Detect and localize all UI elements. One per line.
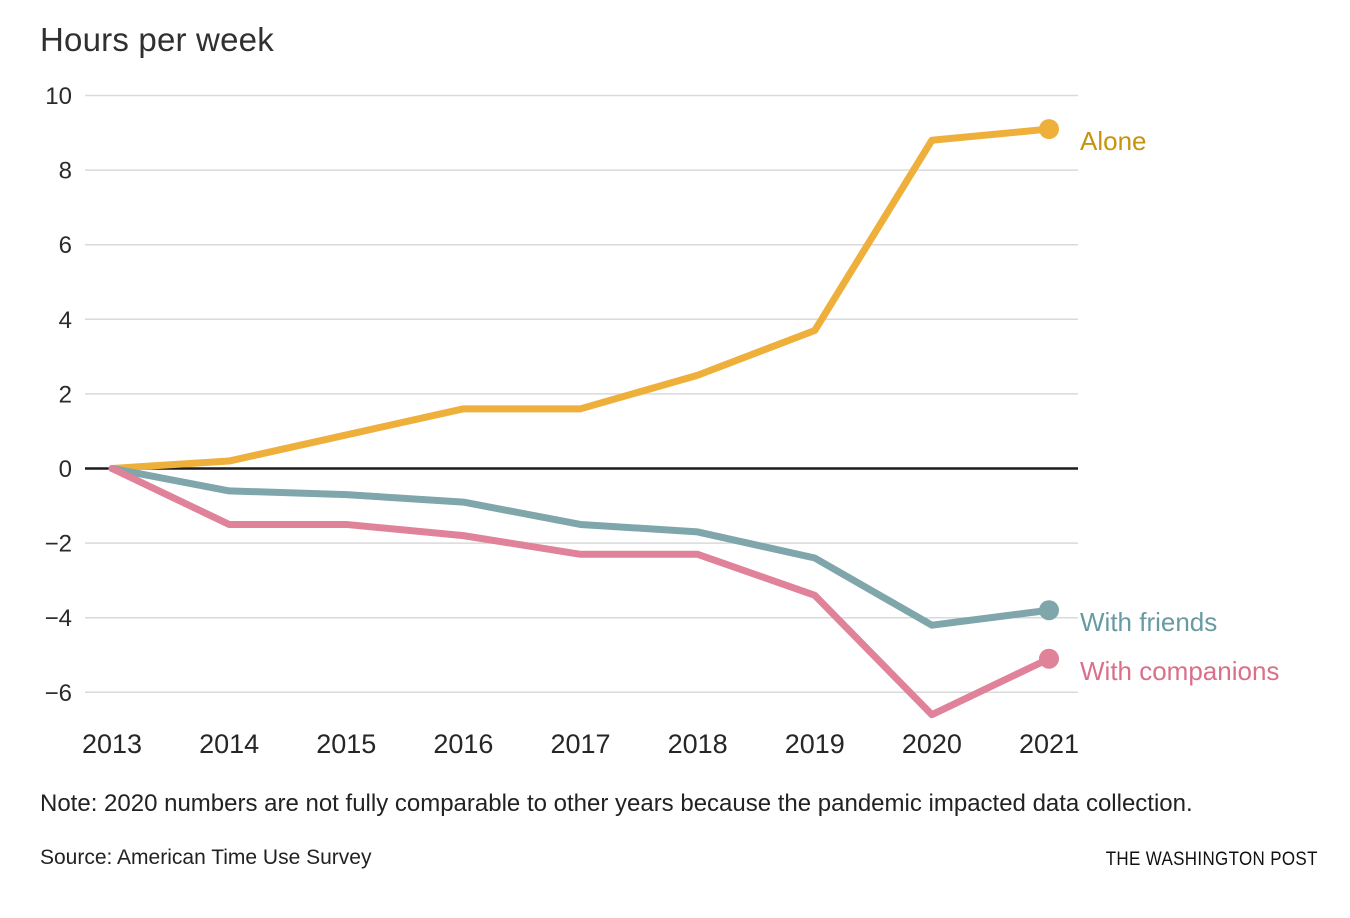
y-tick-label: −2 bbox=[45, 531, 72, 558]
series-end-dot-0 bbox=[1039, 119, 1059, 140]
x-tick-label: 2019 bbox=[785, 729, 845, 759]
series-end-dot-1 bbox=[1039, 600, 1059, 621]
y-tick-label: −6 bbox=[45, 680, 72, 707]
x-tick-label: 2013 bbox=[82, 729, 142, 759]
series-end-dot-2 bbox=[1039, 648, 1059, 669]
y-tick-label: 4 bbox=[59, 307, 72, 334]
x-tick-label: 2020 bbox=[902, 729, 962, 759]
x-axis-tick-labels: 2013 2014 2015 2016 2017 2018 2019 2020 2021 bbox=[82, 729, 1079, 759]
chart-note: Note: 2020 numbers are not fully compara… bbox=[40, 790, 1193, 817]
series-line-2 bbox=[108, 465, 1053, 719]
y-tick-label: −4 bbox=[45, 605, 72, 632]
chart-title: Hours per week bbox=[40, 21, 274, 58]
y-tick-label: 8 bbox=[59, 158, 72, 185]
series-label-with-friends: With friends bbox=[1080, 607, 1218, 638]
gridlines bbox=[85, 94, 1078, 694]
publisher-wordmark: THE WASHINGTON POST bbox=[1105, 848, 1318, 870]
y-tick-label: 0 bbox=[59, 456, 72, 483]
y-tick-label: 2 bbox=[59, 381, 72, 408]
y-axis-tick-labels: 10 8 6 4 2 0 −2 −4 −6 bbox=[45, 83, 72, 707]
series-label-alone: Alone bbox=[1080, 126, 1147, 157]
x-tick-label: 2014 bbox=[199, 729, 259, 759]
x-tick-label: 2015 bbox=[316, 729, 376, 759]
x-tick-label: 2018 bbox=[668, 729, 728, 759]
x-tick-label: 2021 bbox=[1019, 729, 1079, 759]
x-tick-label: 2016 bbox=[433, 729, 493, 759]
series-line-1 bbox=[108, 465, 1053, 629]
source-attribution: Source: American Time Use Survey bbox=[40, 846, 372, 869]
y-tick-label: 10 bbox=[45, 83, 72, 110]
x-tick-label: 2017 bbox=[550, 729, 610, 759]
series-line-0 bbox=[108, 125, 1053, 472]
y-tick-label: 6 bbox=[59, 232, 72, 259]
series-label-with-companions: With companions bbox=[1080, 655, 1280, 686]
